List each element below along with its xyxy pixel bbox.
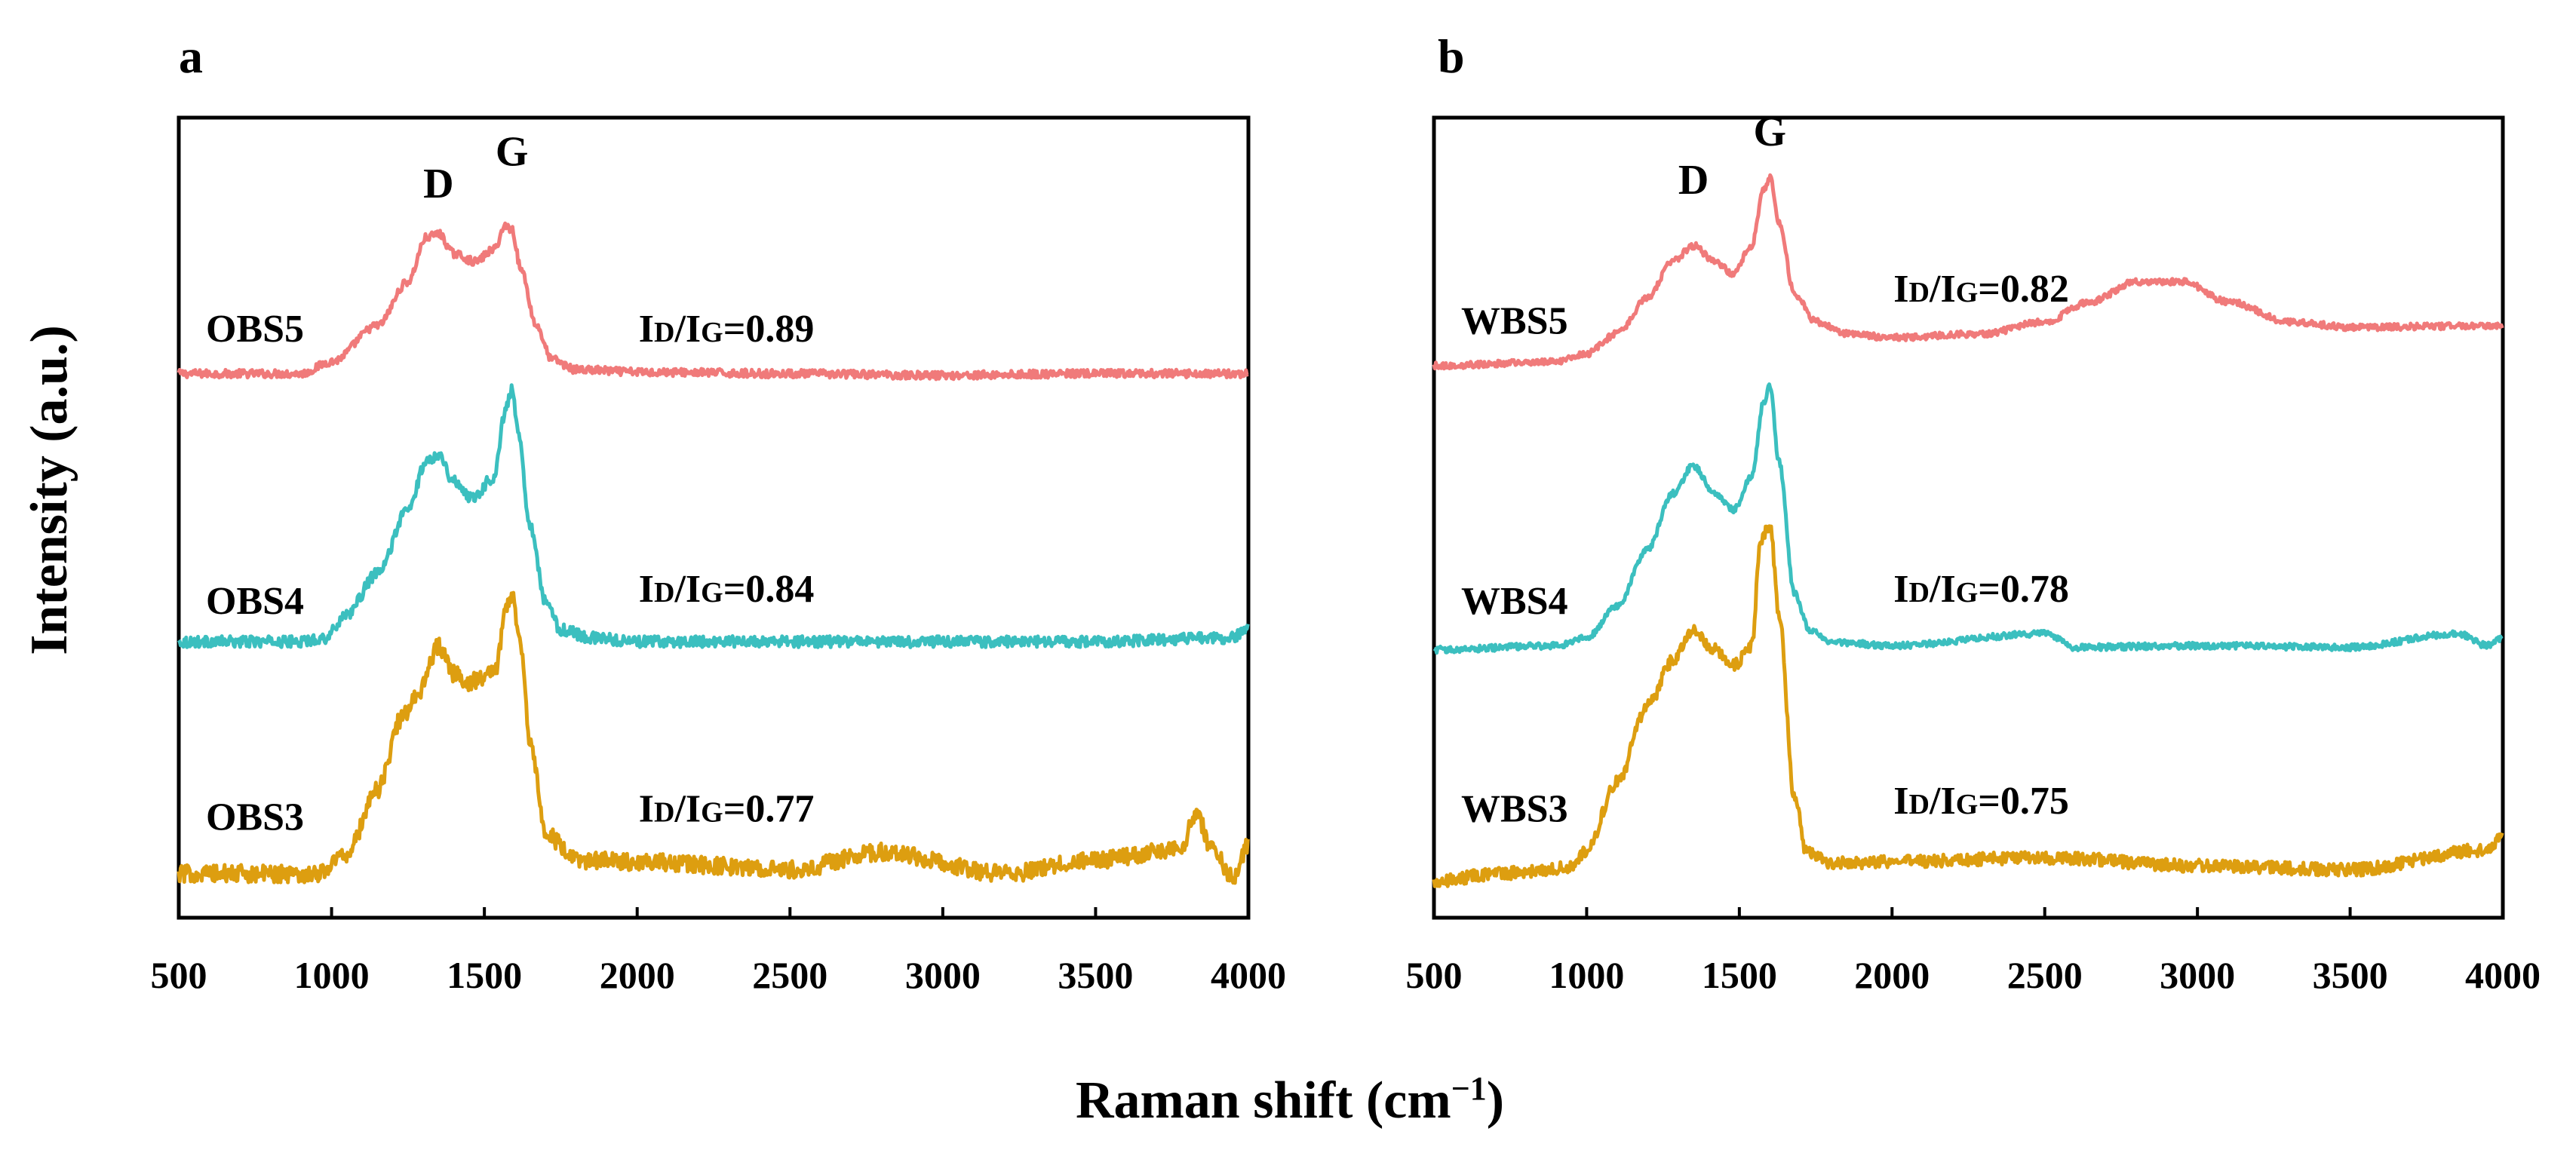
- panel-a: a 500 1000 1500 2000 2500 3000 3500 4000 OBS5 ID/I…: [151, 29, 1287, 996]
- series-line-obs4: [177, 383, 1250, 649]
- x-tick-label: 3500: [2313, 954, 2388, 996]
- ratio-label-wbs4: ID/IG=0.78: [1893, 568, 2069, 611]
- ratio-label-wbs5: ID/IG=0.82: [1893, 268, 2069, 311]
- plot-frame: [177, 115, 1251, 920]
- x-axis-title-main: Raman shift (cm: [1076, 1072, 1451, 1130]
- x-tick-label: 2500: [752, 954, 827, 996]
- x-tick-label: 500: [151, 954, 207, 996]
- peak-label-d: D: [423, 161, 453, 207]
- x-tick-label: 4000: [1211, 954, 1286, 996]
- peak-label-d: D: [1678, 157, 1709, 204]
- series-line-wbs5: [1432, 173, 2504, 371]
- x-tick-label: 3000: [905, 954, 981, 996]
- ratio-label-wbs3: ID/IG=0.75: [1893, 780, 2069, 823]
- x-tick-label: 500: [1406, 954, 1463, 996]
- series-line-obs3: [177, 590, 1250, 885]
- plot-frame: [1432, 115, 2505, 920]
- panel-letter: b: [1438, 29, 1465, 83]
- panel-letter: a: [179, 29, 203, 83]
- x-tick-label: 1500: [447, 954, 522, 996]
- panel-b: b 500 1000 1500 2000 2500 3000 3500 4000 WBS5 ID/I…: [1406, 29, 2541, 996]
- series-label-obs4: OBS4: [206, 580, 304, 623]
- x-tick-label: 1000: [1549, 954, 1624, 996]
- series-label-wbs5: WBS5: [1461, 299, 1568, 342]
- x-tick-label: 1000: [294, 954, 370, 996]
- x-tick-label: 4000: [2465, 954, 2541, 996]
- series-line-wbs3: [1432, 524, 2504, 888]
- x-axis-title-sup: −1: [1451, 1070, 1487, 1107]
- series-label-wbs3: WBS3: [1461, 788, 1568, 831]
- x-tick-label: 1500: [1702, 954, 1777, 996]
- peak-label-g: G: [496, 129, 529, 176]
- series-line-wbs4: [1432, 382, 2504, 655]
- series-line-obs5: [177, 221, 1249, 382]
- ratio-label-obs5: ID/IG=0.89: [639, 308, 815, 351]
- x-tick-label: 3000: [2160, 954, 2235, 996]
- x-tick-label: 2000: [600, 954, 675, 996]
- series-label-obs3: OBS3: [206, 796, 304, 839]
- x-tick-label: 2500: [2007, 954, 2083, 996]
- ratio-label-obs3: ID/IG=0.77: [639, 788, 815, 831]
- ratio-label-obs4: ID/IG=0.84: [639, 568, 815, 611]
- x-tick-label: 2000: [1854, 954, 1930, 996]
- series-label-obs5: OBS5: [206, 308, 304, 351]
- x-axis-title-close: ): [1487, 1072, 1504, 1130]
- y-axis-title: Intensity (a.u.): [20, 325, 78, 655]
- series-label-wbs4: WBS4: [1461, 580, 1568, 623]
- peak-label-g: G: [1754, 109, 1787, 155]
- x-tick-label: 3500: [1058, 954, 1133, 996]
- x-axis-title: Raman shift (cm−1): [1076, 1070, 1504, 1130]
